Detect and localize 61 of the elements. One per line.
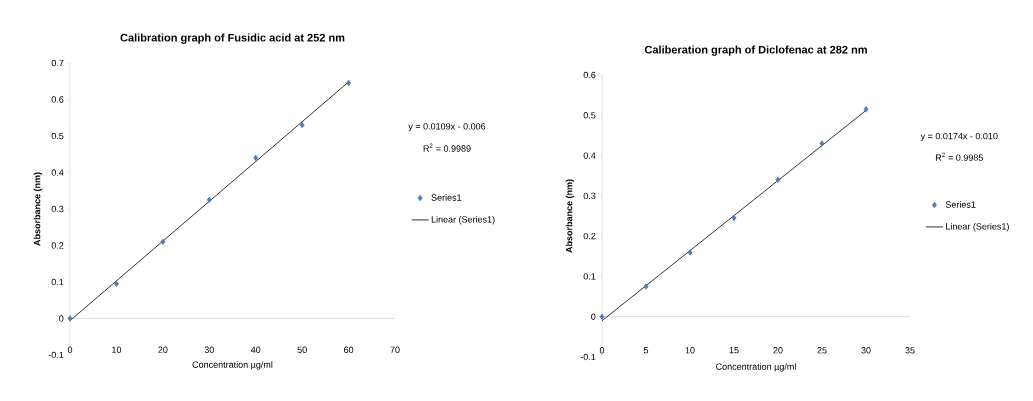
x-tick-label: 5 (643, 347, 649, 354)
y-tick-label: 0.5 (51, 132, 64, 140)
y-tick-label: 0.2 (51, 242, 64, 249)
x-tick-label: 10 (112, 346, 122, 353)
x-axis-title: Concentration µg/ml (716, 363, 796, 372)
x-tick-label: 20 (773, 347, 783, 354)
y-tick-label: -0.1 (580, 353, 596, 361)
x-axis-title: Concentration µg/ml (192, 361, 273, 370)
point (687, 249, 693, 256)
x-tick-label: 60 (344, 346, 354, 353)
legend-label: Series1 (945, 201, 976, 208)
y-tick-label: 0 (59, 315, 64, 322)
x-tick-label: 35 (905, 347, 915, 354)
x-tick-label: 0 (67, 346, 73, 353)
chart-title: Caliberation graph of Diclofenac at 282 nm (644, 45, 867, 56)
text: R$^{2}$ = 0.9989 (423, 143, 471, 152)
text: y = 0.0109x - 0.006 (408, 123, 486, 132)
x-tick-label: 70 (390, 346, 400, 353)
y-tick-label: 0 (591, 313, 596, 320)
legend-label: Linear (Series1) (946, 222, 1009, 232)
y-axis-title: Absorbance (nm) (33, 172, 43, 246)
y-tick-label: 0.3 (51, 205, 64, 213)
x-tick-label: 15 (729, 347, 739, 354)
x-tick-label: 25 (817, 347, 827, 354)
legend-label: Series1 (431, 194, 462, 201)
point (67, 315, 73, 322)
point (819, 140, 825, 147)
y-tick-label: 0.3 (583, 192, 596, 200)
y-tick-label: 0.6 (583, 71, 596, 79)
point (643, 283, 649, 290)
x-tick-label: 40 (250, 346, 261, 353)
x-tick-label: 30 (861, 347, 871, 354)
text: R$^{2}$ = 0.9985 (935, 152, 983, 161)
chart-title: Calibration graph of Fusidic acid at 252 nm (120, 33, 345, 44)
point (599, 313, 605, 320)
y-tick-label: -0.1 (48, 351, 64, 359)
y-tick-label: 0.4 (51, 169, 64, 176)
y-tick-label: 0.2 (583, 232, 596, 240)
x-tick-label: 30 (204, 346, 214, 353)
y-tick-label: 0.7 (51, 59, 64, 67)
y-tick-label: 0.6 (51, 96, 64, 103)
point (863, 106, 869, 113)
legend-label: Linear (Series1) (431, 215, 495, 225)
point (253, 154, 259, 162)
point (160, 238, 166, 246)
y-tick-label: 0.4 (583, 152, 596, 159)
x-tick-label: 0 (599, 347, 605, 354)
point (775, 176, 781, 183)
y-tick-label: 0.5 (583, 112, 596, 119)
x-tick-label: 10 (685, 347, 695, 354)
x-tick-label: 50 (297, 346, 307, 353)
point (299, 121, 305, 129)
text: y = 0.0174x - 0.010 (920, 132, 998, 142)
point (346, 79, 352, 87)
y-tick-label: 0.1 (583, 273, 596, 280)
point (206, 196, 212, 204)
y-tick-label: 0.1 (51, 278, 64, 286)
point (731, 214, 737, 222)
y-axis-title: Absorbance (nm) (565, 179, 575, 253)
point (113, 280, 119, 288)
x-tick-label: 20 (158, 346, 168, 353)
